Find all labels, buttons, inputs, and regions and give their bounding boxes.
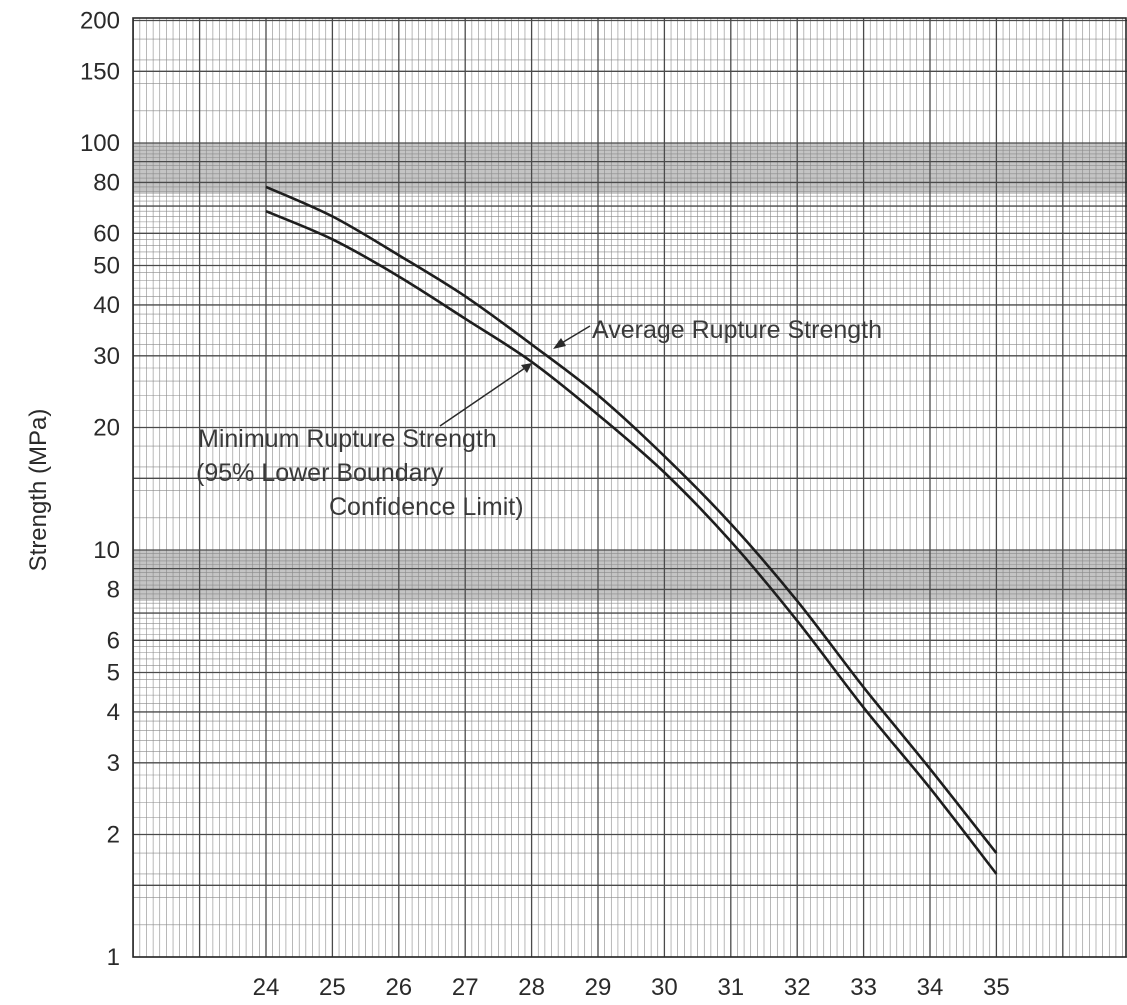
average-pointer-arrowhead [553,338,566,349]
y-tick-labels: 1 2 3 4 5 6 8 10 20 30 40 50 60 80 100 150 200 [80,7,120,971]
x-tick-label: 29 [585,974,612,1001]
average-pointer [559,325,591,345]
y-tick-label: 40 [93,292,120,319]
x-tick-label: 28 [518,974,545,1001]
x-tick-label: 31 [717,974,744,1001]
y-tick-label: 200 [80,7,120,34]
y-tick-label: 4 [107,699,120,726]
x-tick-label: 25 [319,974,346,1001]
x-tick-label: 24 [253,974,280,1001]
x-tick-label: 32 [784,974,811,1001]
y-tick-label: 3 [107,750,120,777]
y-tick-label: 30 [93,343,120,370]
y-tick-label: 100 [80,130,120,157]
y-tick-label: 20 [93,414,120,441]
minor-grid [132,18,1127,958]
x-tick-label: 33 [850,974,877,1001]
y-tick-label: 8 [107,576,120,603]
shade-band-1 [133,550,1127,601]
average-label: Average Rupture Strength [592,316,882,344]
minimum-label-line1: Minimum Rupture Strength [198,425,497,453]
y-tick-label: 10 [93,537,120,564]
annotations: Average Rupture Strength Minimum Rupture… [196,316,882,521]
x-tick-labels: 24 25 26 27 28 29 30 31 32 33 34 35 [253,974,1010,1001]
series-average-rupture-strength [265,185,998,854]
shaded-bands [133,143,1127,601]
x-tick-label: 26 [385,974,412,1001]
y-tick-label: 60 [93,220,120,247]
y-tick-label: 1 [107,944,120,971]
y-tick-label: 2 [107,821,120,848]
y-tick-label: 50 [93,253,120,280]
y-tick-label: 5 [107,660,120,687]
y-axis-label: Strength (MPa) [25,409,52,572]
minimum-label-line2: (95% Lower Boundary [196,459,444,487]
minimum-label-line3: Confidence Limit) [329,493,524,521]
major-grid [132,17,1127,958]
plot-frame [132,17,1127,958]
shade-band-0 [133,143,1127,194]
minimum-pointer [439,367,526,427]
y-tick-label: 6 [107,627,120,654]
minimum-pointer-arrowhead [521,363,532,373]
x-tick-label: 27 [452,974,479,1001]
x-tick-label: 34 [917,974,944,1001]
x-tick-label: 30 [651,974,678,1001]
y-tick-label: 150 [80,58,120,85]
y-tick-label: 80 [93,169,120,196]
x-tick-label: 35 [983,974,1010,1001]
series-layer [265,185,998,875]
series-minimum-rupture-strength [265,210,998,875]
